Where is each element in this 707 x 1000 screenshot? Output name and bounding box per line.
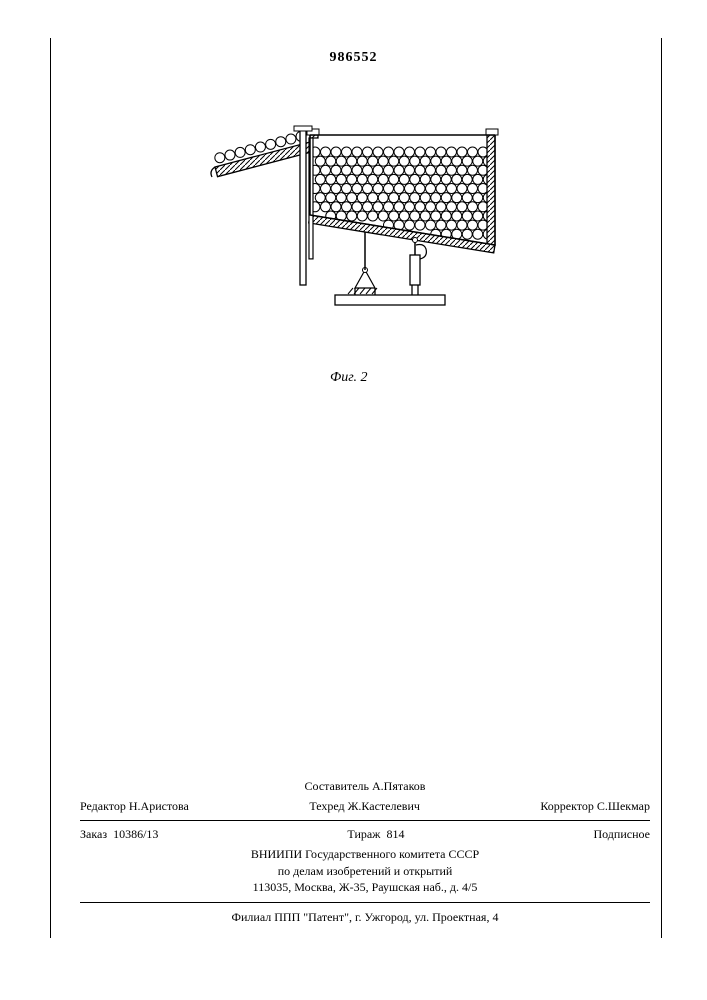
footer-block: Составитель А.Пятаков Редактор Н.Аристов…	[80, 776, 650, 928]
divider-2	[80, 902, 650, 903]
order-row: Заказ 10386/13 Тираж 814 Подписное	[80, 825, 650, 844]
credits-row: Редактор Н.Аристова Техред Ж.Кастелевич …	[80, 797, 650, 816]
signed: Подписное	[593, 827, 650, 842]
compiler-line: Составитель А.Пятаков	[80, 776, 650, 797]
figure-caption: Фиг. 2	[330, 370, 368, 386]
editor: Редактор Н.Аристова	[80, 799, 189, 814]
divider-1	[80, 820, 650, 821]
figure-2	[195, 115, 525, 370]
corrector: Корректор С.Шекмар	[540, 799, 650, 814]
branch-line: Филиал ППП "Патент", г. Ужгород, ул. Про…	[80, 907, 650, 928]
org-block: ВНИИПИ Государственного комитета СССР по…	[80, 844, 650, 898]
order: Заказ 10386/13	[80, 827, 158, 842]
techred: Техред Ж.Кастелевич	[309, 799, 420, 814]
document-number: 986552	[0, 50, 707, 66]
figure-svg	[195, 115, 525, 370]
tirazh: Тираж 814	[347, 827, 404, 842]
